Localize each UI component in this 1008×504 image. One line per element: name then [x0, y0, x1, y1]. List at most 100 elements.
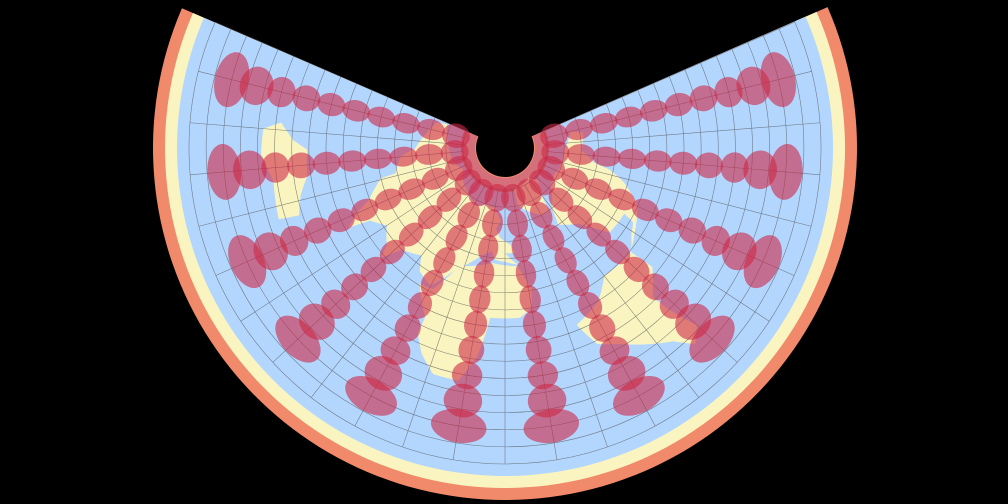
tissot-ellipse	[421, 167, 449, 190]
tissot-ellipse	[267, 76, 296, 108]
tissot-ellipse	[415, 144, 444, 165]
tissot-ellipse	[279, 225, 309, 256]
tissot-ellipse	[561, 167, 589, 190]
tissot-ellipse	[214, 52, 250, 108]
map-layers	[153, 7, 858, 500]
tissot-ellipse	[364, 355, 403, 391]
tissot-ellipse	[457, 201, 481, 229]
tissot-ellipse	[233, 150, 267, 190]
tissot-ellipse	[701, 225, 731, 256]
tissot-ellipse	[473, 259, 495, 288]
indicatrices	[207, 52, 803, 444]
tissot-ellipse	[565, 118, 593, 141]
tissot-ellipse	[420, 269, 444, 297]
tissot-ellipse	[519, 285, 541, 314]
tissot-ellipse	[631, 198, 659, 222]
tissot-ellipse	[398, 222, 424, 247]
tissot-ellipse	[566, 144, 595, 165]
tissot-ellipse	[641, 273, 669, 301]
tissot-ellipse	[239, 66, 274, 106]
tissot-ellipse	[433, 247, 456, 274]
tissot-ellipse	[639, 99, 668, 122]
tissot-ellipse	[482, 209, 503, 238]
tissot-ellipse	[525, 335, 552, 364]
tissot-ellipse	[678, 217, 707, 244]
tissot-ellipse	[607, 355, 646, 391]
tissot-ellipse	[342, 99, 371, 122]
tissot-ellipse	[669, 151, 698, 175]
parallel	[291, 62, 719, 362]
parallel	[240, 41, 770, 413]
tissot-ellipse	[615, 106, 643, 128]
tissot-ellipse	[608, 188, 636, 211]
tissot-ellipse	[736, 66, 771, 106]
tissot-ellipse	[379, 239, 405, 265]
tissot-ellipse	[436, 187, 462, 212]
tissot-ellipse	[292, 85, 321, 112]
tissot-ellipse	[367, 106, 395, 128]
tissot-ellipse	[451, 361, 483, 390]
tissot-ellipse	[253, 232, 288, 271]
tissot-ellipse	[303, 217, 332, 244]
parallel	[257, 48, 753, 396]
tissot-ellipse	[599, 336, 630, 365]
tissot-ellipse	[522, 310, 546, 339]
tissot-ellipse	[720, 152, 749, 183]
tissot-ellipse	[417, 118, 445, 141]
tissot-ellipse	[592, 146, 621, 167]
tissot-ellipse	[338, 150, 367, 172]
parallel	[205, 28, 805, 448]
tissot-ellipse	[261, 152, 290, 183]
tissot-ellipse	[511, 234, 532, 263]
tissot-ellipse	[548, 187, 574, 212]
tissot-ellipse	[458, 335, 485, 364]
tissot-ellipse	[430, 408, 487, 444]
parallel	[377, 96, 633, 276]
tissot-ellipse	[605, 239, 631, 265]
tissot-ellipse	[529, 201, 553, 229]
parallel	[394, 103, 616, 259]
tissot-ellipse	[659, 289, 689, 319]
tissot-ellipse	[768, 144, 803, 200]
parallel	[411, 110, 599, 242]
tissot-ellipse	[527, 361, 559, 390]
tissot-ellipse	[321, 289, 351, 319]
tissot-ellipse	[542, 224, 565, 251]
tissot-ellipse	[327, 208, 355, 233]
tissot-ellipse	[394, 314, 421, 342]
tissot-ellipse	[584, 178, 612, 200]
tissot-ellipse	[374, 188, 402, 211]
tissot-ellipse	[287, 152, 316, 179]
tissot-ellipse	[464, 310, 488, 339]
tissot-ellipse	[722, 232, 757, 271]
parallel	[359, 89, 651, 294]
polar-cap	[461, 130, 549, 193]
tissot-ellipse	[417, 205, 443, 230]
tissot-ellipse	[523, 408, 580, 444]
tissot-ellipse	[760, 52, 796, 108]
parallel	[342, 83, 668, 311]
tissot-ellipse	[469, 285, 491, 314]
tissot-ellipse	[567, 205, 593, 230]
tissot-ellipse	[312, 151, 341, 175]
tissot-ellipse	[363, 148, 392, 169]
parallel	[308, 69, 702, 345]
tissot-ellipse	[407, 292, 433, 319]
tissot-ellipse	[389, 146, 418, 167]
tissot-ellipse	[590, 113, 618, 134]
tissot-ellipse	[554, 247, 577, 274]
tissot-ellipse	[643, 150, 672, 172]
tissot-ellipse	[442, 123, 470, 149]
tissot-ellipse	[351, 198, 379, 222]
tissot-ellipse	[445, 224, 468, 251]
tissot-ellipse	[341, 273, 369, 301]
tissot-ellipse	[392, 113, 420, 134]
tissot-ellipse	[317, 92, 346, 117]
tissot-ellipse	[443, 383, 483, 418]
tissot-ellipse	[566, 269, 590, 297]
tissot-ellipse	[577, 292, 603, 319]
tissot-ellipse	[515, 259, 537, 288]
tissot-ellipse	[618, 148, 647, 169]
tissot-ellipse	[655, 208, 683, 233]
tissot-ellipse	[664, 92, 693, 117]
